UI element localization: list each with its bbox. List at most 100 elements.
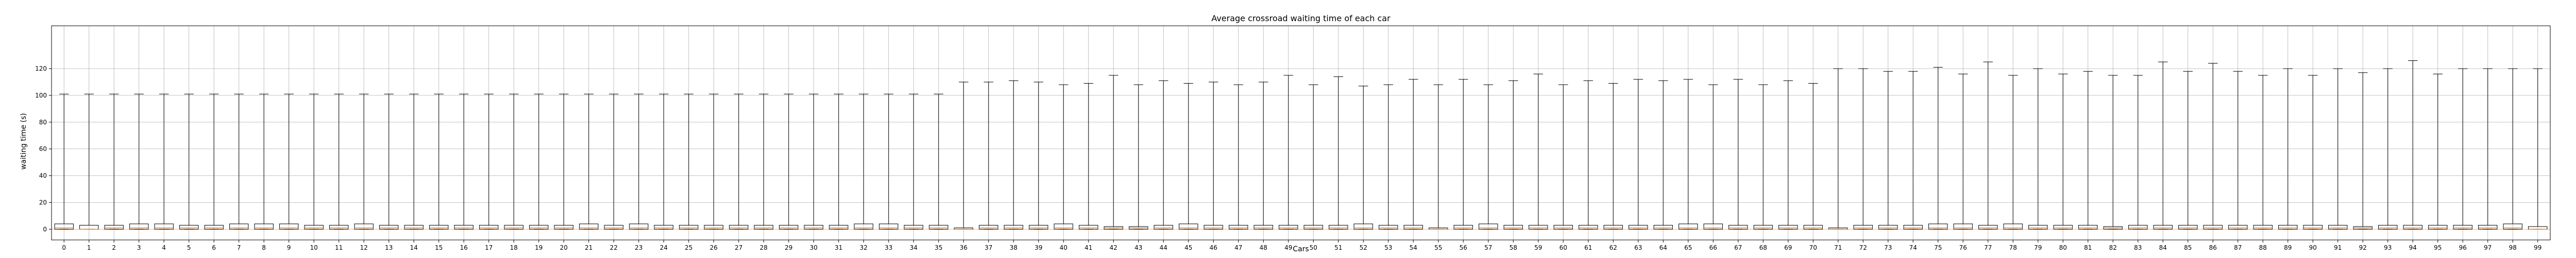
box-iqr [1703,223,1723,230]
box-car-59 [1529,73,1548,230]
x-tick-label: 35 [935,244,942,251]
box-car-77 [1978,61,1998,230]
box-car-32 [854,93,873,230]
x-tick-label: 63 [1634,244,1642,251]
x-tick-label: 16 [460,244,468,251]
x-tick-label: 58 [1510,244,1517,251]
box-car-88 [2253,75,2273,230]
box-iqr [1179,223,1198,230]
box-iqr [1229,224,1248,230]
box-car-47 [1229,84,1248,230]
x-tick-label: 39 [1035,244,1042,251]
box-iqr [204,224,224,230]
x-tick-label: 20 [560,244,568,251]
box-iqr [1853,224,1873,230]
box-car-38 [1004,80,1023,230]
box-iqr [104,224,124,230]
y-tick-label: 0 [43,225,47,233]
box-iqr [1453,224,1473,230]
box-car-91 [2328,68,2348,230]
x-tick-label: 2 [112,244,116,251]
box-car-83 [2128,75,2148,230]
box-car-22 [604,93,623,230]
x-tick-label: 1 [87,244,91,251]
box-car-79 [2028,68,2048,230]
x-tick-label: 22 [610,244,618,251]
box-iqr [1154,224,1173,230]
box-iqr [1253,224,1273,230]
plot-frame [51,25,2551,240]
box-car-20 [554,93,573,230]
box-car-44 [1154,80,1173,230]
box-iqr [679,224,699,230]
box-car-85 [2178,71,2198,230]
x-tick-label: 50 [1310,244,1317,251]
x-tick-label: 68 [1759,244,1767,251]
x-tick-label: 10 [310,244,318,251]
box-car-62 [1603,83,1623,230]
x-tick-label: 64 [1659,244,1667,251]
box-iqr [1379,224,1398,230]
box-car-43 [1129,84,1148,230]
x-tick-label: 59 [1534,244,1542,251]
box-car-2 [104,93,124,230]
box-car-5 [179,93,199,230]
box-car-97 [2478,68,2498,230]
box-car-33 [879,93,899,230]
x-tick-label: 74 [1909,244,1917,251]
box-car-8 [254,93,274,230]
box-car-49 [1279,75,1298,230]
box-car-92 [2353,72,2372,230]
box-iqr [1529,224,1548,230]
y-tick-label: 20 [39,199,47,206]
box-iqr [254,223,274,230]
x-tick-label: 34 [910,244,918,251]
x-tick-label: 81 [2084,244,2092,251]
box-car-60 [1553,84,1573,230]
box-iqr [654,224,673,230]
box-car-25 [679,93,699,230]
box-iqr [504,224,523,230]
box-car-54 [1403,79,1423,230]
x-tick-label: 71 [1834,244,1842,251]
box-car-31 [829,93,849,230]
box-iqr [2178,224,2198,230]
x-tick-label: 18 [510,244,518,251]
box-iqr [1503,224,1523,230]
x-tick-label: 92 [2359,244,2367,251]
box-car-12 [354,93,374,230]
x-tick-label: 60 [1560,244,1567,251]
box-car-46 [1204,82,1223,230]
box-iqr [129,223,149,230]
x-tick-label: 65 [1684,244,1692,251]
box-car-75 [1928,67,1948,230]
x-tick-label: 90 [2309,244,2317,251]
y-tick-label: 40 [39,172,47,180]
box-iqr [554,224,573,230]
x-tick-label: 36 [960,244,968,251]
x-tick-label: 85 [2184,244,2192,251]
box-car-27 [729,93,749,230]
box-iqr [754,224,773,230]
box-iqr [729,224,749,230]
box-car-64 [1653,80,1673,230]
box-iqr [2253,224,2273,230]
box-car-63 [1629,79,1648,230]
box-iqr [804,224,823,230]
box-car-21 [579,93,599,230]
box-car-72 [1853,68,1873,230]
box-iqr [1629,224,1648,230]
box-car-50 [1303,84,1323,230]
x-tick-label: 23 [635,244,642,251]
box-iqr [404,224,423,230]
box-car-13 [379,93,399,230]
x-tick-label: 48 [1260,244,1267,251]
box-car-61 [1579,80,1598,230]
box-iqr [1403,224,1423,230]
box-iqr [1479,223,1498,230]
x-tick-label: 19 [535,244,543,251]
box-iqr [2453,224,2472,230]
box-iqr [1329,224,1348,230]
box-car-15 [429,93,449,230]
box-iqr [1953,223,1973,230]
